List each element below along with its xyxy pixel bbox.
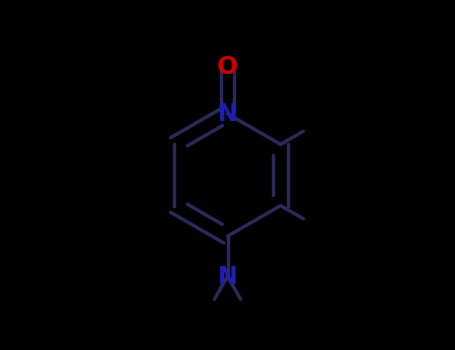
Text: N: N: [217, 265, 238, 288]
Text: O: O: [217, 55, 238, 78]
Text: N: N: [217, 102, 238, 126]
